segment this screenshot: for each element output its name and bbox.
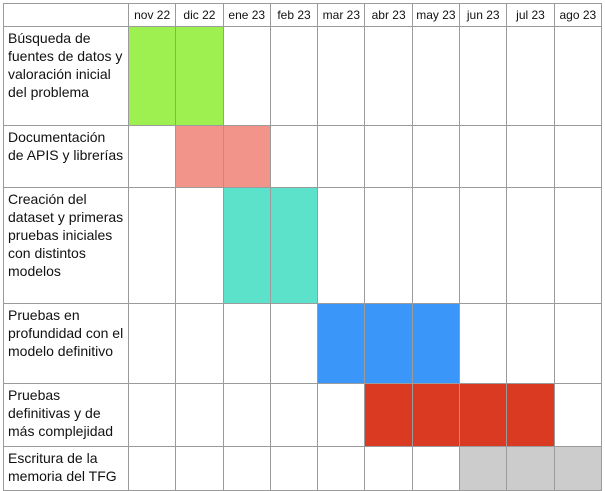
timeline-cell xyxy=(506,125,555,188)
timeline-cell xyxy=(222,303,271,384)
task-label: Creación del dataset y primeras pruebas … xyxy=(3,187,129,304)
timeline-cell xyxy=(127,446,177,491)
timeline-cell xyxy=(459,303,508,384)
task-bar-cell xyxy=(127,26,177,126)
task-row: Pruebas en profundidad con el modelo def… xyxy=(3,303,603,384)
month-header: jul 23 xyxy=(506,3,555,27)
timeline-cell xyxy=(411,446,461,491)
month-header: ene 23 xyxy=(222,3,271,27)
task-bar-cell xyxy=(222,125,271,188)
task-bar-cell xyxy=(364,383,413,447)
timeline-cell xyxy=(459,125,508,188)
task-label: Escritura de la memoria del TFG xyxy=(3,446,129,491)
task-row: Búsqueda de fuentes de datos y valoració… xyxy=(3,26,603,126)
month-header: abr 23 xyxy=(364,3,413,27)
month-header: dic 22 xyxy=(175,3,224,27)
timeline-cell xyxy=(317,446,366,491)
task-bar-cell xyxy=(553,446,603,491)
timeline-cell xyxy=(317,383,366,447)
timeline-cell xyxy=(364,26,413,126)
header-corner xyxy=(3,3,129,27)
gantt-chart: nov 22 dic 22 ene 23 feb 23 mar 23 abr 2… xyxy=(3,3,603,491)
timeline-cell xyxy=(175,303,224,384)
timeline-cell xyxy=(506,303,555,384)
task-bar-cell xyxy=(175,125,224,188)
timeline-cell xyxy=(175,383,224,447)
task-label: Pruebas en profundidad con el modelo def… xyxy=(3,303,129,384)
month-header: mar 23 xyxy=(317,3,366,27)
timeline-cell xyxy=(127,303,177,384)
task-row: Escritura de la memoria del TFG xyxy=(3,446,603,491)
task-bar-cell xyxy=(506,446,555,491)
timeline-cell xyxy=(411,125,461,188)
task-bar-cell xyxy=(317,303,366,384)
timeline-cell xyxy=(506,26,555,126)
task-row: Creación del dataset y primeras pruebas … xyxy=(3,187,603,304)
task-row: Documentación de APIS y librerías xyxy=(3,125,603,188)
timeline-cell xyxy=(269,125,319,188)
timeline-cell xyxy=(459,26,508,126)
timeline-cell xyxy=(553,26,603,126)
task-bar-cell xyxy=(459,446,508,491)
month-header: jun 23 xyxy=(459,3,508,27)
timeline-cell xyxy=(269,303,319,384)
task-bar-cell xyxy=(175,26,224,126)
timeline-cell xyxy=(222,383,271,447)
task-label: Búsqueda de fuentes de datos y valoració… xyxy=(3,26,129,126)
month-header: nov 22 xyxy=(127,3,177,27)
timeline-cell xyxy=(411,187,461,304)
timeline-cell xyxy=(317,26,366,126)
task-label: Pruebas definitivas y de más complejidad xyxy=(3,383,129,447)
timeline-cell xyxy=(553,303,603,384)
timeline-cell xyxy=(175,187,224,304)
task-bar-cell xyxy=(364,303,413,384)
timeline-cell xyxy=(411,26,461,126)
timeline-cell xyxy=(269,446,319,491)
timeline-cell xyxy=(506,187,555,304)
task-row: Pruebas definitivas y de más complejidad xyxy=(3,383,603,447)
month-header: feb 23 xyxy=(269,3,319,27)
timeline-cell xyxy=(222,26,271,126)
month-header: may 23 xyxy=(411,3,461,27)
timeline-cell xyxy=(269,26,319,126)
task-label: Documentación de APIS y librerías xyxy=(3,125,129,188)
timeline-cell xyxy=(553,383,603,447)
timeline-cell xyxy=(127,187,177,304)
timeline-cell xyxy=(269,383,319,447)
timeline-cell xyxy=(317,187,366,304)
timeline-cell xyxy=(317,125,366,188)
timeline-cell xyxy=(364,446,413,491)
timeline-cell xyxy=(127,383,177,447)
task-bar-cell xyxy=(506,383,555,447)
timeline-cell xyxy=(553,125,603,188)
timeline-cell xyxy=(127,125,177,188)
timeline-cell xyxy=(222,446,271,491)
timeline-cell xyxy=(459,187,508,304)
task-bar-cell xyxy=(222,187,271,304)
timeline-cell xyxy=(364,125,413,188)
timeline-cell xyxy=(175,446,224,491)
task-bar-cell xyxy=(459,383,508,447)
header-row: nov 22 dic 22 ene 23 feb 23 mar 23 abr 2… xyxy=(3,3,603,27)
task-bar-cell xyxy=(411,303,461,384)
task-bar-cell xyxy=(411,383,461,447)
timeline-cell xyxy=(553,187,603,304)
month-header: ago 23 xyxy=(553,3,603,27)
timeline-cell xyxy=(364,187,413,304)
task-bar-cell xyxy=(269,187,319,304)
